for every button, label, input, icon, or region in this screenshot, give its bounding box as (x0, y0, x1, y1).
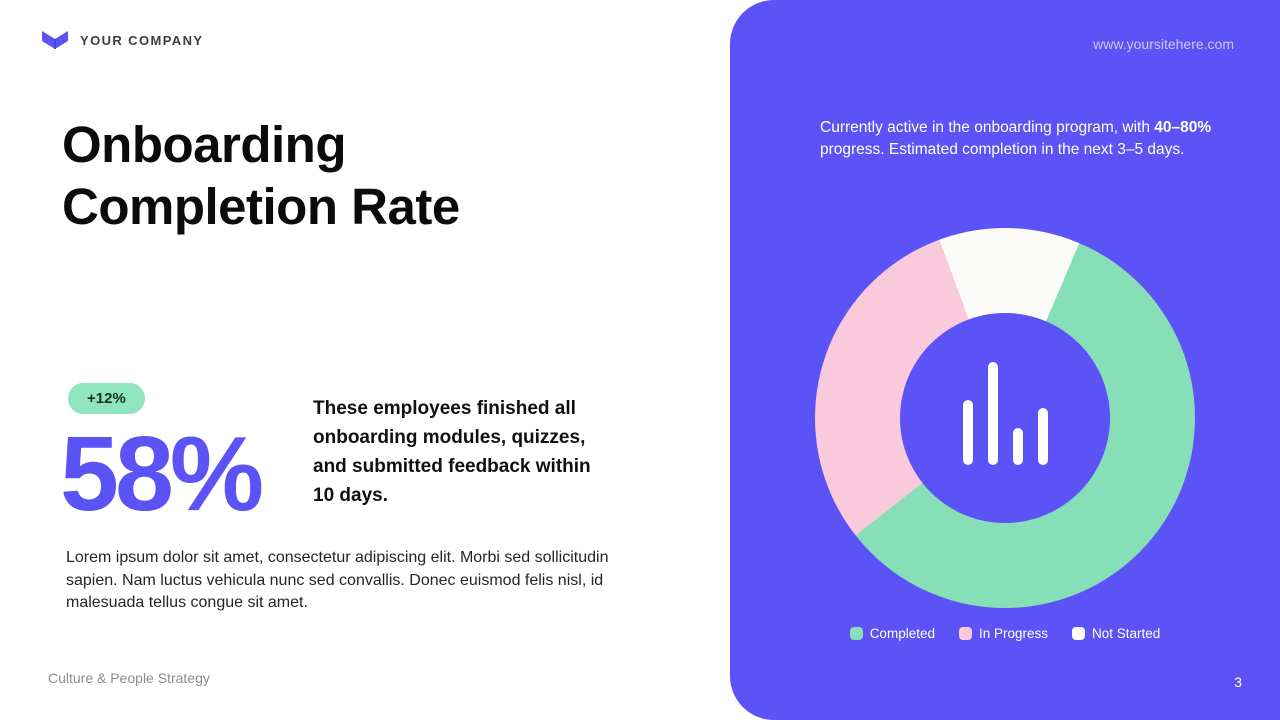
legend-swatch-not-started (1072, 627, 1086, 640)
legend-swatch-in-progress (958, 627, 972, 640)
legend-swatch-completed (849, 627, 863, 640)
donut-chart (815, 228, 1195, 608)
legend-label-in-progress: In Progress (978, 626, 1049, 641)
logo-icon (40, 30, 70, 51)
stat-description: These employees finished all onboarding … (313, 398, 591, 506)
chart-panel: www.yoursitehere.com Currently active in… (730, 0, 1280, 720)
donut-center (900, 313, 1110, 523)
footer-label: Culture & People Strategy (48, 670, 210, 686)
bar-chart-icon (962, 362, 1048, 465)
panel-note-bold: 40–80% (1154, 119, 1212, 136)
page-title: Onboarding Completion Rate (62, 114, 460, 238)
legend-item-not-started: Not Started (1072, 626, 1160, 641)
company-logo: YOUR COMPANY (40, 30, 203, 51)
bar-chart-icon-bar (1037, 408, 1048, 465)
page-title-line1: Onboarding (62, 116, 346, 173)
legend-item-completed: Completed (849, 626, 935, 641)
stat-value: 58% (60, 415, 264, 533)
body-text: Lorem ipsum dolor sit amet, consectetur … (66, 549, 609, 611)
panel-note-pre: Currently active in the onboarding progr… (820, 119, 1155, 136)
company-name: YOUR COMPANY (80, 33, 204, 48)
panel-note-post: progress. Estimated completion in the ne… (820, 141, 1185, 158)
website-url: www.yoursitehere.com (1093, 36, 1234, 52)
bar-chart-icon-bar (962, 400, 973, 465)
chart-legend: Completed In Progress Not Started (730, 626, 1280, 641)
bar-chart-icon-bar (1012, 428, 1023, 465)
panel-note: Currently active in the onboarding progr… (820, 117, 1218, 161)
page-title-line2: Completion Rate (62, 178, 460, 235)
legend-item-in-progress: In Progress (958, 626, 1049, 641)
page-number: 3 (1234, 674, 1242, 690)
legend-label-not-started: Not Started (1092, 626, 1161, 641)
delta-badge: +12% (68, 383, 145, 414)
legend-label-completed: Completed (869, 626, 935, 641)
bar-chart-icon-bar (987, 362, 998, 465)
